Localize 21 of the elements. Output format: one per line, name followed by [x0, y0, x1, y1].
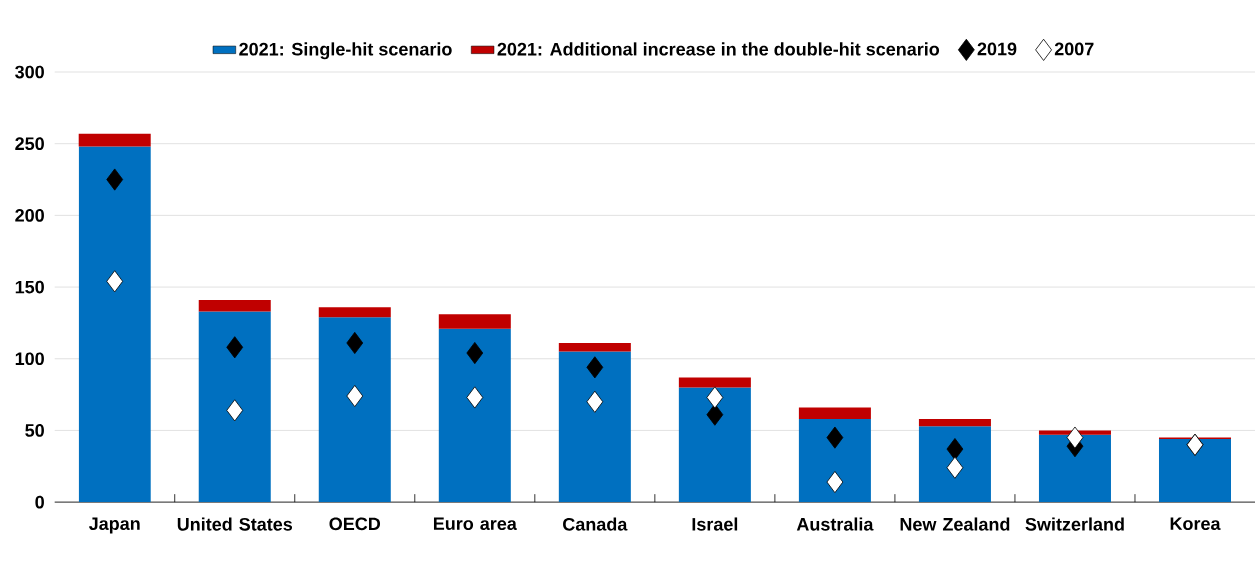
legend-label: 2019 — [977, 42, 1017, 56]
legend-label: 2021: Additional increase in the double-hit scenario — [497, 42, 940, 56]
y-tick-label: 50 — [25, 424, 44, 437]
x-tick-label: Korea — [1170, 517, 1221, 530]
x-tick-label: Euro area — [433, 517, 517, 530]
x-tick-label: Australia — [796, 517, 874, 531]
x-tick-label: Switzerland — [1025, 517, 1124, 531]
x-tick-label: Israel — [692, 517, 738, 531]
legend-label: 2021: Single-hit scenario — [239, 42, 452, 60]
x-tick-label: Canada — [563, 517, 628, 531]
x-tick-label: Japan — [88, 517, 140, 534]
y-tick-label: 0 — [35, 495, 44, 509]
x-tick-label: OECD — [329, 517, 381, 531]
legend-label: 2007 — [1054, 42, 1094, 56]
y-tick-label: 300 — [15, 65, 44, 79]
y-tick-label: 250 — [15, 137, 44, 150]
y-tick-label: 150 — [15, 280, 44, 294]
x-tick-label: United States — [177, 517, 293, 531]
y-tick-label: 200 — [15, 208, 44, 222]
y-tick-label: 100 — [15, 352, 44, 366]
x-tick-label: New Zealand — [900, 517, 1010, 531]
